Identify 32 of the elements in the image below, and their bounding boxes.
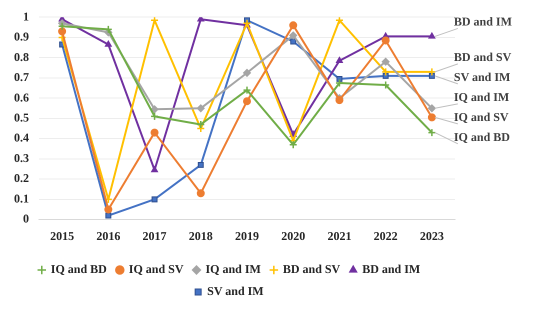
legend-label: BD and IM	[362, 262, 420, 276]
y-tick-label: 0.2	[14, 171, 29, 186]
annotation: IQ and SV	[454, 110, 509, 124]
y-tick-label: 0.6	[14, 90, 29, 104]
annotation: IQ and BD	[454, 130, 510, 144]
x-tick-label: 2018	[188, 228, 213, 243]
x-tick-label: 2023	[420, 228, 444, 243]
x-tick-label: 2020	[281, 228, 306, 243]
legend-label: SV and IM	[207, 284, 264, 298]
x-tick-label: 2015	[50, 228, 74, 243]
annotation: SV and IM	[454, 70, 510, 84]
x-tick-label: 2019	[235, 228, 259, 243]
y-tick-label: 0.5	[14, 110, 29, 124]
legend-label: IQ and IM	[205, 262, 261, 276]
x-tick-label: 2016	[96, 228, 120, 243]
y-tick-label: 0.7	[14, 70, 29, 84]
y-tick-label: 0.8	[14, 50, 29, 64]
x-tick-label: 2022	[374, 228, 398, 243]
x-tick-label: 2021	[327, 228, 352, 243]
y-tick-label: 0	[23, 212, 29, 226]
annotation: IQ and IM	[454, 90, 510, 104]
legend-label: IQ and BD	[50, 262, 108, 276]
legend-label: BD and SV	[282, 262, 341, 276]
y-tick-label: 0.1	[14, 191, 29, 206]
y-tick-label: 1	[23, 9, 29, 24]
annotation: BD and SV	[454, 50, 512, 64]
y-tick-label: 0.3	[14, 150, 29, 165]
x-tick-label: 2017	[142, 228, 167, 243]
annotation: BD and IM	[454, 14, 512, 29]
y-tick-label: 0.9	[14, 30, 29, 44]
legend-label: IQ and SV	[128, 262, 184, 276]
y-tick-label: 0.4	[14, 130, 29, 145]
